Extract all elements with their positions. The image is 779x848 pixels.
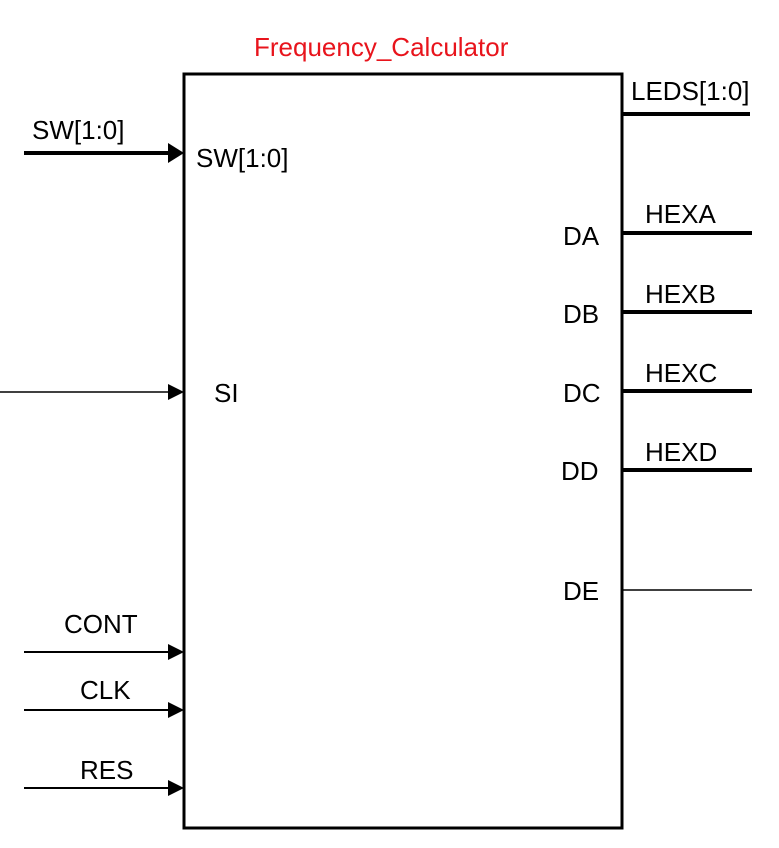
sw-input-arrowhead: [168, 143, 184, 163]
cont-signal-label: CONT: [64, 609, 138, 639]
db-port-label: DB: [563, 299, 600, 329]
res-signal-label: RES: [80, 755, 134, 785]
da-port-label: DA: [563, 221, 600, 251]
hexd-signal-label: HEXD: [645, 437, 718, 467]
hexb-signal-label: HEXB: [645, 279, 716, 309]
de-port-label: DE: [563, 576, 600, 606]
hexc-signal-label: HEXC: [645, 358, 718, 388]
cont-input-arrowhead: [168, 644, 184, 660]
sw-port-label: SW[1:0]: [196, 143, 289, 173]
si-port-label: SI: [214, 378, 239, 408]
leds-signal-label: LEDS[1:0]: [631, 76, 750, 106]
clk-signal-label: CLK: [80, 675, 131, 705]
block-title: Frequency_Calculator: [254, 32, 509, 62]
dd-port-label: DD: [561, 456, 599, 486]
dc-port-label: DC: [563, 378, 601, 408]
hexa-signal-label: HEXA: [645, 199, 716, 229]
res-input-arrowhead: [168, 780, 184, 796]
frequency-calculator-block: [182, 72, 624, 830]
clk-input-arrowhead: [168, 702, 184, 718]
si-input-arrowhead: [168, 384, 184, 400]
sw-signal-label: SW[1:0]: [32, 115, 125, 145]
